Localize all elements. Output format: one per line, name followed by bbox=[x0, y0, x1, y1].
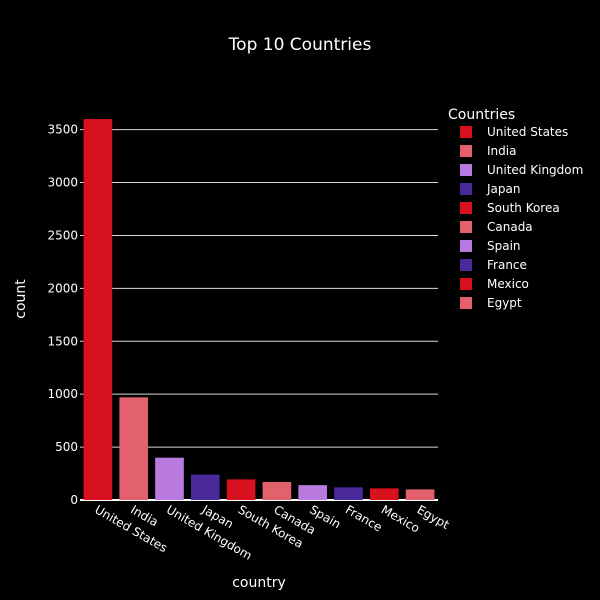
y-tick-label: 1500 bbox=[47, 334, 78, 348]
legend-label[interactable]: Japan bbox=[486, 182, 520, 196]
chart-title: Top 10 Countries bbox=[228, 35, 372, 55]
legend-label[interactable]: South Korea bbox=[487, 201, 560, 215]
y-tick-label: 0 bbox=[70, 493, 78, 507]
y-tick-label: 2000 bbox=[47, 281, 78, 295]
bars bbox=[83, 119, 435, 501]
x-tick-label: France bbox=[343, 502, 385, 534]
legend-items: United States India United Kingdom Japan Sou… bbox=[460, 125, 583, 310]
bar[interactable] bbox=[405, 489, 435, 500]
legend-swatch[interactable] bbox=[460, 259, 472, 271]
legend-swatch[interactable] bbox=[460, 278, 472, 290]
y-tick-label: 3500 bbox=[47, 123, 78, 137]
bar[interactable] bbox=[155, 457, 184, 500]
bar[interactable] bbox=[119, 397, 149, 500]
x-tick-label: Egypt bbox=[415, 502, 452, 532]
bar[interactable] bbox=[262, 482, 292, 500]
y-tick-label: 3000 bbox=[47, 176, 78, 190]
legend-swatch[interactable] bbox=[460, 297, 472, 309]
legend-swatch[interactable] bbox=[460, 183, 472, 195]
legend-label[interactable]: India bbox=[487, 144, 516, 158]
legend-label[interactable]: United States bbox=[487, 125, 568, 139]
legend-title: Countries bbox=[448, 107, 515, 123]
bar[interactable] bbox=[190, 474, 220, 500]
bar[interactable] bbox=[369, 488, 399, 500]
legend-label[interactable]: United Kingdom bbox=[487, 163, 583, 177]
bar[interactable] bbox=[334, 487, 363, 500]
y-tick-label: 1000 bbox=[47, 387, 78, 401]
legend-swatch[interactable] bbox=[460, 126, 472, 138]
legend-swatch[interactable] bbox=[460, 202, 472, 214]
x-axis-title: country bbox=[232, 575, 286, 591]
legend-swatch[interactable] bbox=[460, 221, 472, 233]
legend-label[interactable]: Egypt bbox=[487, 296, 522, 310]
legend-swatch[interactable] bbox=[460, 164, 472, 176]
y-tick-label: 2500 bbox=[47, 228, 78, 242]
legend-label[interactable]: Spain bbox=[487, 239, 521, 253]
legend-swatch[interactable] bbox=[460, 145, 472, 157]
bar[interactable] bbox=[83, 119, 113, 501]
bar[interactable] bbox=[226, 479, 256, 500]
y-axis-ticks: 0 500 1000 1500 2000 2500 3000 3500 bbox=[47, 123, 78, 507]
legend-label[interactable]: Mexico bbox=[487, 277, 529, 291]
legend-swatch[interactable] bbox=[460, 240, 472, 252]
legend-label[interactable]: Canada bbox=[487, 220, 533, 234]
legend: Countries United States India United Kingd… bbox=[448, 107, 583, 310]
y-axis-title: count bbox=[13, 279, 29, 319]
x-tick-label: Mexico bbox=[379, 502, 422, 535]
bar[interactable] bbox=[298, 485, 328, 500]
legend-label[interactable]: France bbox=[487, 258, 527, 272]
y-tick-label: 500 bbox=[55, 440, 78, 454]
